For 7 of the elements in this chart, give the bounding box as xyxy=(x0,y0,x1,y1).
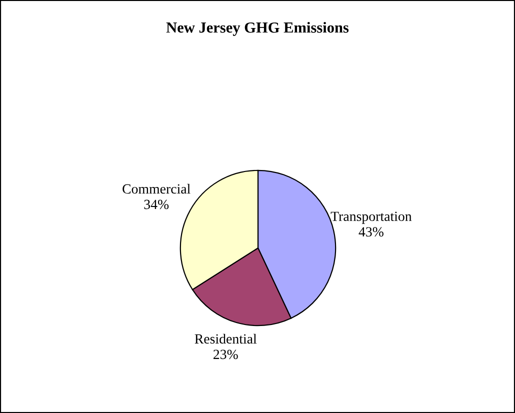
data-label: 43% xyxy=(358,227,384,237)
slice-label: Transportation xyxy=(330,212,412,224)
slice-label: Commercial xyxy=(122,184,190,194)
slice-label: Residential xyxy=(194,334,257,344)
data-label: 34% xyxy=(144,200,169,210)
data-label: 23% xyxy=(214,350,238,360)
chart-title: New Jersey GHG Emissions xyxy=(166,22,349,36)
